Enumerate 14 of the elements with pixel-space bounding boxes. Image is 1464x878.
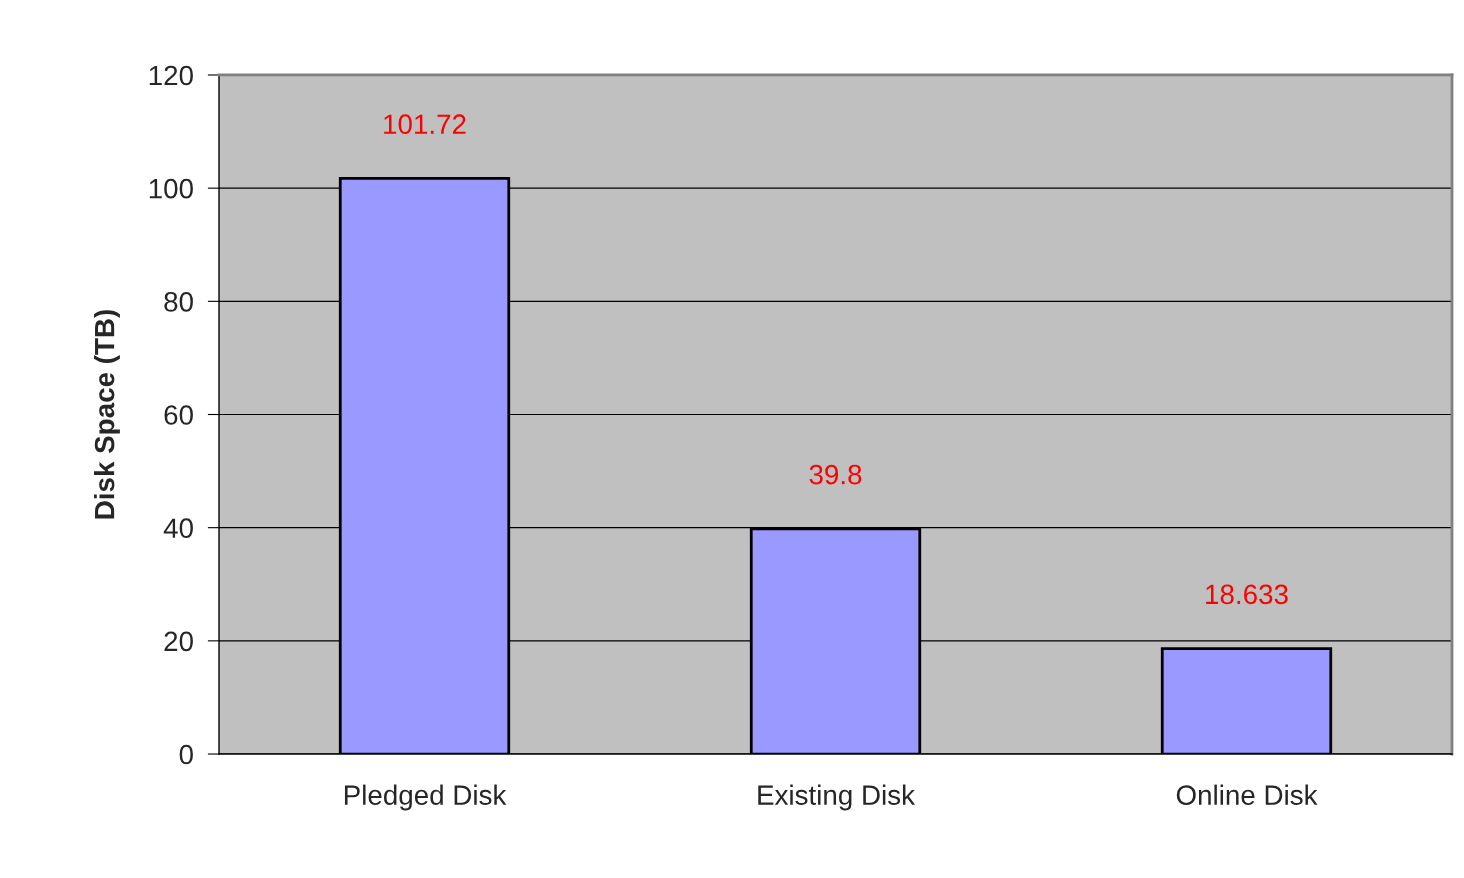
y-tick-label: 120 (149, 65, 193, 86)
y-tick-label: 0 (179, 744, 193, 765)
y-tick-label: 20 (164, 631, 193, 652)
y-tick-label: 80 (164, 292, 193, 312)
y-tick-label: 60 (164, 405, 193, 425)
data-label: 39.8 (809, 464, 862, 485)
data-label: 101.72 (384, 114, 466, 135)
x-tick-label: Existing Disk (758, 784, 916, 811)
x-tick-label: Pledged Disk (344, 784, 507, 811)
data-label: 18.633 (1206, 584, 1288, 605)
x-tick-label: Online Disk (1176, 784, 1318, 805)
y-axis-title: Disk Space (TB) (94, 310, 120, 519)
y-tick-label: 40 (163, 518, 193, 539)
y-tick-label: 100 (149, 178, 193, 199)
